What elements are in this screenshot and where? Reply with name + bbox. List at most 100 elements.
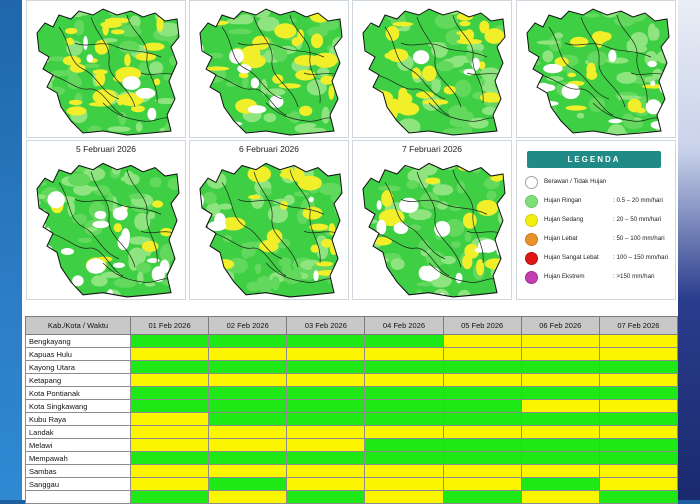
legend-range: : 0.5 – 20 mm/hari bbox=[613, 197, 663, 204]
forecast-cell-sedang bbox=[364, 490, 444, 504]
rainfall-map bbox=[199, 8, 343, 136]
forecast-cell-ringan bbox=[364, 412, 444, 426]
legend-label: Hujan Ringan bbox=[544, 197, 582, 204]
forecast-cell-sedang bbox=[286, 464, 366, 478]
forecast-cell-sedang bbox=[598, 373, 679, 387]
map-title: 7 Februari 2026 bbox=[401, 144, 462, 154]
column-header-date: 02 Feb 2026 bbox=[208, 316, 288, 335]
forecast-cell-ringan bbox=[129, 451, 210, 465]
forecast-sheet: 5 Februari 2026 6 Februari 2026 7 Februa… bbox=[22, 0, 679, 504]
forecast-cell-ringan bbox=[364, 334, 444, 348]
forecast-cell-sedang bbox=[598, 399, 679, 413]
forecast-cell-sedang bbox=[520, 334, 600, 348]
table-row: Kayong Utara bbox=[25, 360, 679, 374]
forecast-cell-ringan bbox=[598, 490, 679, 504]
right-decorative-band bbox=[676, 0, 700, 500]
forecast-cell-ringan bbox=[520, 477, 600, 491]
legend-range: : 100 – 150 mm/hari bbox=[613, 254, 669, 261]
forecast-cell-ringan bbox=[520, 360, 600, 374]
forecast-cell-ringan bbox=[286, 412, 366, 426]
forecast-cell-sedang bbox=[598, 425, 679, 439]
forecast-cell-sedang bbox=[520, 373, 600, 387]
map-panel-2 bbox=[189, 0, 349, 138]
forecast-cell-ringan bbox=[129, 399, 210, 413]
forecast-cell-sedang bbox=[208, 490, 288, 504]
table-row: Ketapang bbox=[25, 373, 679, 387]
forecast-cell-sedang bbox=[520, 399, 600, 413]
table-row: Bengkayang bbox=[25, 334, 679, 348]
rainfall-forecast-table: Kab./Kota / Waktu 01 Feb 2026 02 Feb 202… bbox=[25, 316, 679, 504]
forecast-cell-ringan bbox=[520, 412, 600, 426]
table-row: Melawi bbox=[25, 438, 679, 452]
table-row bbox=[25, 490, 679, 504]
forecast-cell-sedang bbox=[598, 347, 679, 361]
forecast-cell-sedang bbox=[598, 334, 679, 348]
table-row: Sambas bbox=[25, 464, 679, 478]
forecast-cell-ringan bbox=[286, 360, 366, 374]
legend-label: Hujan Lebat bbox=[544, 235, 578, 242]
forecast-cell-sedang bbox=[442, 425, 522, 439]
column-header-date: 04 Feb 2026 bbox=[364, 316, 444, 335]
region-name: Bengkayang bbox=[25, 334, 131, 348]
forecast-cell-ringan bbox=[208, 477, 288, 491]
column-header-region: Kab./Kota / Waktu bbox=[25, 316, 131, 335]
forecast-cell-sedang bbox=[286, 477, 366, 491]
moderate-rain-swatch bbox=[525, 214, 538, 227]
forecast-cell-ringan bbox=[442, 399, 522, 413]
forecast-cell-sedang bbox=[442, 464, 522, 478]
forecast-cell-ringan bbox=[442, 490, 522, 504]
land-area bbox=[200, 9, 342, 135]
table-row: Kota Singkawang bbox=[25, 399, 679, 413]
forecast-cell-sedang bbox=[208, 347, 288, 361]
forecast-cell-ringan bbox=[208, 412, 288, 426]
rainfall-map bbox=[36, 8, 180, 136]
legend-label: Hujan Ekstrem bbox=[544, 273, 585, 280]
forecast-cell-sedang bbox=[364, 347, 444, 361]
rainfall-map bbox=[199, 162, 343, 298]
forecast-cell-sedang bbox=[520, 425, 600, 439]
forecast-cell-ringan bbox=[520, 386, 600, 400]
region-name: Melawi bbox=[25, 438, 131, 452]
forecast-cell-sedang bbox=[442, 347, 522, 361]
map-title: 5 Februari 2026 bbox=[75, 144, 136, 154]
forecast-cell-ringan bbox=[442, 451, 522, 465]
forecast-cell-ringan bbox=[286, 399, 366, 413]
table-row: Kapuas Hulu bbox=[25, 347, 679, 361]
region-name: Landak bbox=[25, 425, 131, 439]
forecast-cell-sedang bbox=[129, 347, 210, 361]
forecast-cell-sedang bbox=[208, 425, 288, 439]
forecast-cell-sedang bbox=[129, 373, 210, 387]
forecast-cell-ringan bbox=[208, 386, 288, 400]
region-name: Kubu Raya bbox=[25, 412, 131, 426]
forecast-cell-ringan bbox=[442, 438, 522, 452]
forecast-cell-sedang bbox=[208, 373, 288, 387]
no-rain-swatch bbox=[525, 176, 538, 189]
forecast-cell-ringan bbox=[364, 399, 444, 413]
legend-panel: LEGENDA Berawan / Tidak Hujan Hujan Ring… bbox=[516, 140, 676, 300]
forecast-cell-sedang bbox=[286, 425, 366, 439]
forecast-cell-sedang bbox=[286, 438, 366, 452]
forecast-cell-ringan bbox=[364, 438, 444, 452]
rainfall-map bbox=[362, 8, 506, 136]
forecast-cell-sedang bbox=[129, 438, 210, 452]
legend-item-moderate-rain: Hujan Sedang : 20 – 50 mm/hari bbox=[525, 213, 675, 229]
map-panel-4 bbox=[516, 0, 676, 138]
forecast-cell-ringan bbox=[520, 438, 600, 452]
legend-label: Hujan Sedang bbox=[544, 216, 584, 223]
legend-item-no-rain: Berawan / Tidak Hujan bbox=[525, 175, 675, 191]
forecast-cell-ringan bbox=[520, 451, 600, 465]
very-heavy-rain-swatch bbox=[525, 252, 538, 265]
forecast-cell-ringan bbox=[129, 334, 210, 348]
extreme-rain-swatch bbox=[525, 271, 538, 284]
table-row: Mempawah bbox=[25, 451, 679, 465]
left-decorative-band bbox=[0, 0, 22, 500]
forecast-cell-sedang bbox=[364, 477, 444, 491]
region-name: Kota Pontianak bbox=[25, 386, 131, 400]
legend-range: : 50 – 100 mm/hari bbox=[613, 235, 665, 242]
forecast-cell-sedang bbox=[520, 490, 600, 504]
forecast-cell-ringan bbox=[286, 334, 366, 348]
forecast-cell-ringan bbox=[364, 451, 444, 465]
map-title: 6 Februari 2026 bbox=[238, 144, 299, 154]
forecast-cell-ringan bbox=[598, 451, 679, 465]
forecast-cell-sedang bbox=[129, 464, 210, 478]
